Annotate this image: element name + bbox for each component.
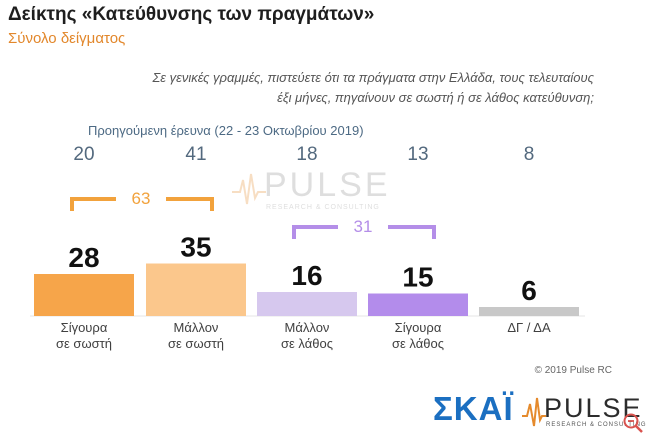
bar-value-label-2: 35 — [180, 232, 211, 263]
previous-value-5: 8 — [523, 144, 535, 165]
category-label-3-line1: Μάλλον — [284, 320, 330, 335]
bar-chart: 28 35 16 15 6 — [30, 197, 585, 317]
category-label-4-line1: Σίγουρα — [394, 320, 442, 335]
question-line-2: έξι μήνες, πηγαίνουν σε σωστή ή σε λάθος… — [277, 90, 594, 105]
previous-value-1: 20 — [73, 144, 95, 165]
pulse-logo-wave-icon — [522, 397, 546, 427]
watermark-subtext: RESEARCH & CONSULTING — [266, 204, 380, 211]
bar-value-label-4: 15 — [402, 262, 433, 293]
category-label-5: ΔΓ / ΔΑ — [484, 320, 574, 336]
zoom-icon[interactable] — [622, 412, 644, 434]
pulse-logo-subtext: RESEARCH & CONSULTING — [546, 422, 647, 428]
previous-survey-label: Προηγούμενη έρευνα (22 - 23 Οκτωβρίου 20… — [88, 123, 364, 138]
chart-title: Δείκτης «Κατεύθυνσης των πραγμάτων» — [8, 4, 375, 25]
bar-4 — [368, 293, 468, 316]
category-label-3: Μάλλον σε λάθος — [262, 320, 352, 352]
bar-5 — [479, 307, 579, 316]
category-label-2: Μάλλον σε σωστή — [151, 320, 241, 352]
question-line-1: Σε γενικές γραμμές, πιστεύετε ότι τα πρά… — [152, 70, 594, 85]
bar-value-label-3: 16 — [291, 260, 322, 291]
watermark-text: PULSE — [264, 166, 391, 204]
pulse-watermark: PULSE RESEARCH & CONSULTING — [232, 166, 392, 212]
bracket-total-wrong: 31 — [338, 217, 388, 237]
category-label-2-line1: Μάλλον — [173, 320, 219, 335]
bar-3 — [257, 292, 357, 316]
previous-value-3: 18 — [296, 144, 318, 165]
category-label-4: Σίγουρα σε λάθος — [373, 320, 463, 352]
skai-logo: ΣΚΑΪ — [433, 391, 516, 427]
category-label-1-line1: Σίγουρα — [60, 320, 108, 335]
bar-value-label-1: 28 — [68, 242, 99, 273]
bar-2 — [146, 263, 246, 316]
chart-subtitle: Σύνολο δείγματος — [8, 30, 126, 47]
category-label-5-line1: ΔΓ / ΔΑ — [507, 320, 551, 335]
category-label-1: Σίγουρα σε σωστή — [39, 320, 129, 352]
previous-value-2: 41 — [185, 144, 207, 165]
copyright-text: © 2019 Pulse RC — [534, 365, 612, 376]
previous-value-4: 13 — [407, 144, 429, 165]
category-label-2-line2: σε σωστή — [168, 336, 224, 351]
category-label-1-line2: σε σωστή — [56, 336, 112, 351]
pulse-wave-icon — [232, 173, 266, 205]
survey-question: Σε γενικές γραμμές, πιστεύετε ότι τα πρά… — [34, 68, 594, 108]
bar-1 — [34, 274, 134, 316]
category-label-3-line2: σε λάθος — [281, 336, 333, 351]
category-label-4-line2: σε λάθος — [392, 336, 444, 351]
bar-value-label-5: 6 — [521, 275, 537, 306]
bracket-total-right: 63 — [116, 189, 166, 209]
